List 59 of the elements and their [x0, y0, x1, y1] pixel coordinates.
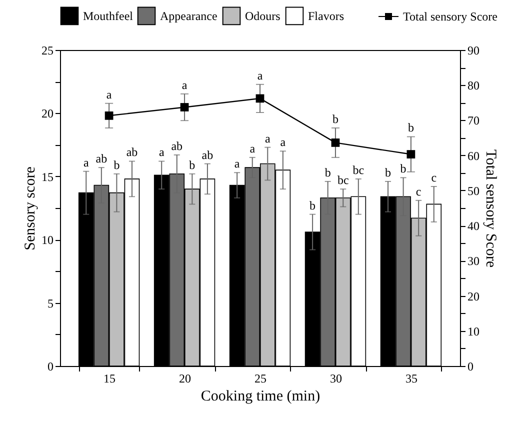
point [406, 150, 416, 158]
data-label: ab [96, 152, 108, 166]
y2-tick-label: 90 [468, 44, 480, 58]
y-tick-label: 25 [42, 44, 54, 58]
x-tick-label: 35 [405, 372, 418, 386]
data-label: a [280, 135, 286, 150]
legend-label: Flavors [308, 8, 344, 23]
y-tick-label: 5 [48, 296, 54, 310]
y2-tick-label: 30 [468, 254, 480, 268]
data-label: c [431, 170, 437, 185]
y-axis-title: Sensory score [22, 166, 38, 250]
data-label: bc [337, 173, 349, 188]
data-label: a [250, 141, 256, 156]
y2-tick-label: 50 [468, 184, 480, 198]
x-tick-label: 15 [104, 372, 116, 386]
y2-tick-label: 0 [468, 360, 474, 374]
data-label: b [385, 165, 392, 180]
x-tick-label: 30 [330, 372, 342, 386]
y2-tick-label: 40 [468, 219, 480, 234]
data-label: ab [202, 148, 214, 162]
y2-tick-label: 20 [468, 289, 480, 304]
data-label: ab [171, 138, 183, 153]
point [104, 111, 114, 120]
y2-tick-label: 70 [468, 114, 480, 128]
y-tick-label: 15 [42, 170, 54, 184]
legend-label: Total sensory Score [403, 10, 498, 24]
data-label: ab [126, 145, 138, 160]
y-tick-label: 10 [42, 233, 54, 248]
data-label: b [189, 158, 196, 172]
data-label: a [182, 78, 188, 92]
data-label: a [257, 68, 264, 82]
data-label: b [332, 112, 338, 126]
data-label: b [324, 165, 331, 180]
x-axis-title: Cooking time (min) [200, 388, 320, 404]
legend-label: Appearance [160, 8, 218, 23]
data-label: b [114, 158, 120, 172]
y2-tick-label: 60 [468, 148, 480, 163]
x-tick-label: 20 [179, 372, 192, 386]
data-label: a [234, 156, 240, 171]
legend-label: Odours [245, 8, 281, 23]
x-tick-label: 25 [254, 372, 266, 386]
data-label: a [83, 155, 90, 170]
y2-tick-label: 10 [468, 324, 480, 338]
data-label: b [310, 198, 316, 212]
data-label: a [106, 87, 112, 102]
data-label: a [158, 145, 165, 160]
data-label: bc [352, 162, 364, 177]
legend-label: Mouthfeel [83, 8, 134, 23]
data-label: b [408, 120, 414, 135]
point [256, 94, 264, 103]
y-tick-label: 20 [42, 106, 54, 121]
data-label: b [400, 162, 406, 176]
data-label: c [416, 184, 422, 198]
data-label: a [264, 131, 271, 146]
y2-tick-label: 80 [468, 78, 480, 93]
y-tick-label: 0 [48, 360, 54, 374]
point [180, 103, 189, 112]
y2-axis-title: Total sensory Score [482, 149, 498, 268]
point [331, 138, 340, 147]
